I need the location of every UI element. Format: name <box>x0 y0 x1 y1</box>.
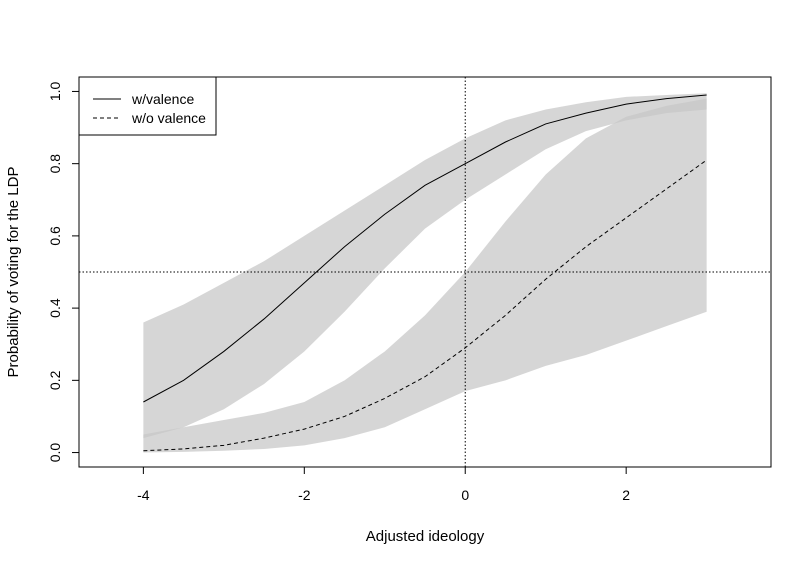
confidence-band-2 <box>143 98 707 453</box>
x-tick-label: -2 <box>298 487 311 503</box>
confidence-band-1 <box>143 93 707 439</box>
y-tick-label: 1.0 <box>47 82 63 102</box>
series-line-2 <box>143 159 707 452</box>
x-tick-label: 0 <box>461 487 469 503</box>
y-tick-label: 0.6 <box>47 226 63 246</box>
x-tick-label: 2 <box>622 487 630 503</box>
x-tick-label: -4 <box>137 487 150 503</box>
legend-label-1: w/valence <box>131 91 194 107</box>
confidence-bands <box>143 93 707 453</box>
y-tick-label: 0.0 <box>47 443 63 463</box>
y-axis: 0.0 0.2 0.4 0.6 0.8 1.0 <box>47 82 80 463</box>
x-axis-label: Adjusted ideology <box>366 528 485 545</box>
series-line-1 <box>143 94 707 403</box>
y-tick-label: 0.2 <box>47 370 63 390</box>
legend-box <box>78 76 217 136</box>
y-axis-label: Probability of voting for the LDP <box>5 167 22 378</box>
y-tick-label: 0.8 <box>47 154 63 174</box>
series-lines <box>143 94 707 452</box>
x-axis: -4 -2 0 2 <box>137 466 630 503</box>
y-tick-label: 0.4 <box>47 298 63 318</box>
legend: w/valence w/o valence <box>78 76 217 136</box>
legend-label-2: w/o valence <box>131 110 206 126</box>
